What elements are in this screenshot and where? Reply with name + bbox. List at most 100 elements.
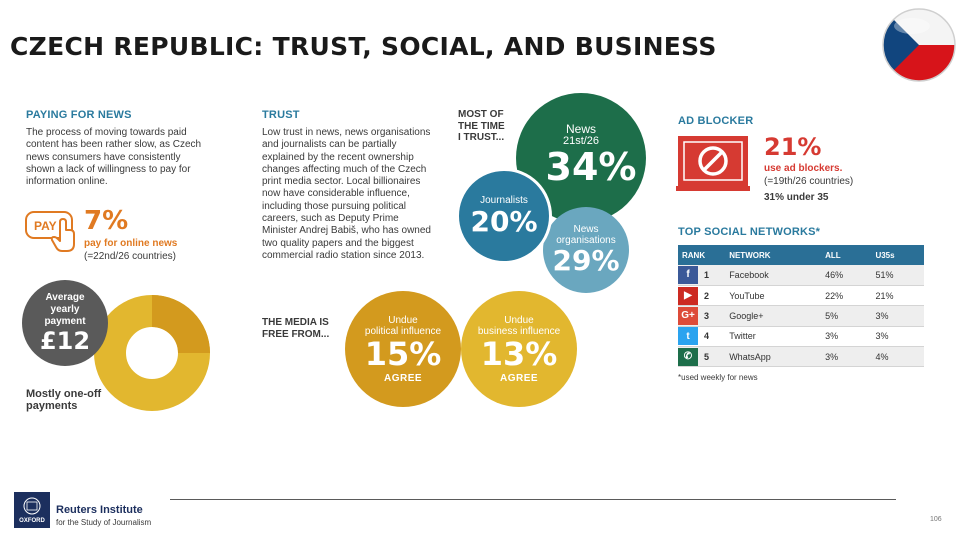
- table-row: f 1 Facebook 46% 51%: [678, 265, 924, 286]
- business-label-line: Undue: [504, 314, 534, 326]
- adblock-monitor-icon: [676, 134, 758, 196]
- paying-body: The process of moving towards paid conte…: [26, 127, 226, 188]
- col-network: NETWORK: [725, 245, 822, 265]
- network-cell: WhatsApp: [725, 346, 822, 368]
- avg-value: £12: [39, 327, 91, 355]
- journalists-trust-value: 20%: [470, 205, 538, 238]
- media-free-line: FREE FROM...: [262, 328, 330, 340]
- social-networks-table: RANK NETWORK ALL U35s f 1 Facebook 46% 51% ▶ 2…: [678, 245, 924, 368]
- paying-body-line: The process of moving towards paid: [26, 127, 187, 138]
- pay-pct-rank: (=22nd/26 countries): [84, 251, 177, 262]
- network-icon-cell: f: [678, 265, 700, 286]
- footer-org: Reuters Institute: [56, 504, 143, 516]
- news-trust-rank: 21st/26: [562, 135, 600, 147]
- u35-cell: 21%: [871, 285, 924, 307]
- trust-body-line: and journalists can be partially: [262, 139, 397, 151]
- u35-cell: 51%: [871, 265, 924, 286]
- trust-body-line: changes affecting much of the Czech: [262, 163, 427, 175]
- political-agree: AGREE: [383, 372, 423, 384]
- donut-secondary-segment: [152, 295, 210, 353]
- footer-divider: [170, 499, 896, 500]
- business-agree: AGREE: [499, 372, 539, 384]
- business-label-line: business influence: [477, 325, 561, 337]
- political-value: 15%: [364, 334, 442, 373]
- all-cell: 22%: [821, 285, 872, 307]
- u35-cell: 3%: [871, 326, 924, 348]
- social-header-row: RANK NETWORK ALL U35s: [678, 245, 924, 265]
- footer-org-sub: for the Study of Journalism: [56, 518, 152, 527]
- media-free-label: THE MEDIA IS FREE FROM...: [262, 317, 329, 340]
- pay-pct-label: pay for online news: [84, 238, 178, 249]
- rank-cell: 2: [700, 285, 726, 307]
- trust-body-line: Minister Andrej Babiš, who has owned: [262, 225, 431, 237]
- orgs-trust-value: 29%: [552, 244, 620, 277]
- table-row: ▶ 2 YouTube 22% 21%: [678, 285, 924, 307]
- adblock-pct: 21%: [764, 133, 822, 161]
- most-trust-line: THE TIME: [458, 120, 505, 132]
- twitter-icon: t: [678, 327, 698, 346]
- journalists-label: Journalists: [480, 195, 528, 206]
- u35-cell: 4%: [871, 346, 924, 368]
- paying-body-line: information online.: [26, 176, 108, 188]
- news-trust-label: News: [565, 122, 596, 136]
- network-icon-cell: ✆: [678, 346, 700, 368]
- paying-body-line: content has been rather slow, as Czech: [26, 139, 202, 151]
- avg-label-line: payment: [44, 316, 86, 327]
- most-trust-label: MOST OF THE TIME I TRUST...: [458, 109, 505, 144]
- paying-body-line: news consumers have consistently: [26, 151, 181, 163]
- network-cell: Google+: [725, 305, 822, 327]
- donut-label-line: payments: [26, 400, 78, 412]
- avg-payment-circle: Average yearly payment £12: [22, 280, 108, 366]
- adblock-under35: 31% under 35: [764, 192, 829, 203]
- u35-cell: 3%: [871, 305, 924, 327]
- col-rank: RANK: [678, 245, 726, 265]
- pay-pct: 7%: [84, 206, 129, 236]
- trust-body-line: explained by the recent ownership: [262, 151, 414, 163]
- page-title: CZECH REPUBLIC: TRUST, SOCIAL, AND BUSIN…: [10, 32, 717, 61]
- network-cell: Twitter: [725, 326, 822, 348]
- oxford-crest-text: OXFORD: [19, 518, 45, 524]
- all-cell: 3%: [821, 346, 872, 368]
- col-all: ALL: [821, 245, 872, 265]
- business-value: 13%: [480, 334, 558, 373]
- trust-body: Low trust in news, news organisations an…: [262, 127, 448, 262]
- business-influence-circle: Undue business influence 13% AGREE: [461, 291, 577, 407]
- table-row: G+ 3 Google+ 5% 3%: [678, 305, 924, 327]
- oxford-crest-icon: OXFORD: [14, 492, 50, 528]
- avg-label-line: Average: [45, 292, 85, 303]
- donut-label-line: Mostly one-off: [26, 388, 102, 400]
- orgs-trust-circle: News organisations 29%: [543, 207, 629, 293]
- payment-donut-chart: [94, 295, 210, 411]
- social-footnote: *used weekly for news: [678, 373, 758, 382]
- page-number: 106: [930, 516, 942, 523]
- social-heading: TOP SOCIAL NETWORKS*: [678, 226, 821, 238]
- col-u35: U35s: [871, 245, 924, 265]
- youtube-icon: ▶: [678, 286, 698, 305]
- political-influence-circle: Undue political influence 15% AGREE: [345, 291, 461, 407]
- whatsapp-icon: ✆: [678, 347, 698, 366]
- network-cell: YouTube: [725, 285, 822, 307]
- adblock-rank: (=19th/26 countries): [764, 176, 854, 187]
- trust-body-line: Low trust in news, news organisations: [262, 127, 431, 138]
- rank-cell: 3: [700, 305, 726, 327]
- czech-flag-icon: [882, 8, 956, 82]
- network-icon-cell: t: [678, 326, 700, 348]
- rank-cell: 4: [700, 326, 726, 348]
- pay-icon-label: PAY: [34, 219, 57, 233]
- political-label-line: political influence: [364, 325, 442, 337]
- orgs-label-line: News: [573, 224, 599, 235]
- adblock-label: use ad blockers.: [764, 163, 843, 174]
- trust-heading: TRUST: [262, 109, 300, 121]
- adblock-heading: AD BLOCKER: [678, 115, 754, 127]
- googleplus-icon: G+: [678, 306, 698, 325]
- trust-body-line: careers, such as Deputy Prime: [262, 213, 399, 225]
- table-row: ✆ 5 WhatsApp 3% 4%: [678, 346, 924, 368]
- all-cell: 46%: [821, 265, 872, 286]
- rank-cell: 1: [700, 265, 726, 286]
- most-trust-line: MOST OF: [458, 109, 504, 120]
- media-free-line: THE MEDIA IS: [262, 317, 329, 328]
- news-trust-value: 34%: [545, 145, 637, 189]
- most-trust-line: I TRUST...: [458, 132, 505, 143]
- political-label-line: Undue: [388, 314, 418, 326]
- trust-body-line: two quality papers and the biggest: [262, 237, 414, 249]
